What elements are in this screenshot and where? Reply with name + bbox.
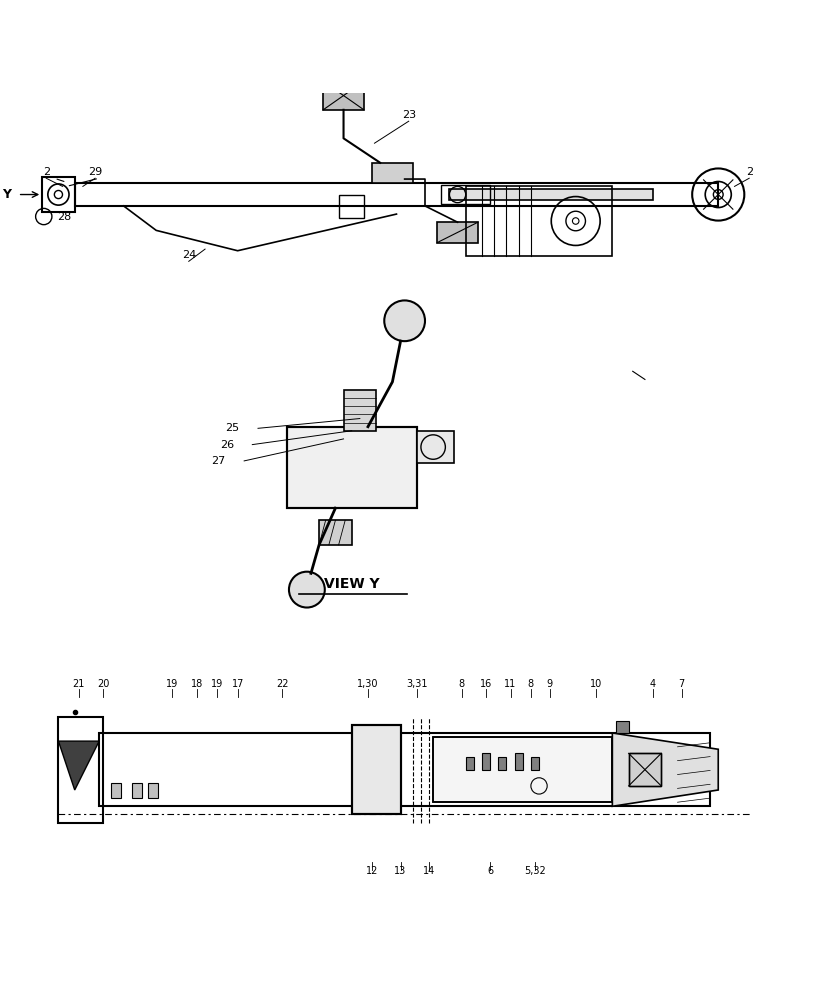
Bar (482, 753, 490, 770)
Bar (286, 427, 417, 508)
Bar (417, 431, 454, 463)
Bar (339, 195, 364, 218)
Bar (437, 222, 478, 243)
Circle shape (384, 300, 425, 341)
Bar (352, 725, 401, 814)
Bar (628, 753, 661, 786)
Text: 29: 29 (88, 167, 102, 177)
Bar (372, 163, 413, 183)
Text: 13: 13 (394, 866, 406, 876)
Text: 7: 7 (678, 679, 685, 689)
Text: Y: Y (2, 188, 11, 201)
Text: 24: 24 (182, 250, 196, 260)
Text: 9: 9 (547, 679, 552, 689)
Bar (433, 737, 612, 802)
Bar (433, 737, 612, 802)
Text: 2: 2 (746, 167, 753, 177)
Bar (499, 757, 507, 770)
Text: 19: 19 (166, 679, 179, 689)
Text: VIEW Y: VIEW Y (324, 577, 379, 591)
Bar (352, 725, 401, 814)
Text: 14: 14 (423, 866, 435, 876)
Text: 16: 16 (480, 679, 492, 689)
Bar (466, 186, 612, 256)
Text: 26: 26 (220, 440, 234, 450)
Bar (131, 783, 141, 798)
Polygon shape (59, 741, 100, 790)
Bar (450, 189, 653, 200)
Text: 8: 8 (528, 679, 534, 689)
Text: 23: 23 (401, 110, 416, 120)
Text: 27: 27 (211, 456, 226, 466)
Bar (466, 757, 474, 770)
Text: 8: 8 (459, 679, 465, 689)
Polygon shape (612, 733, 718, 806)
Bar (515, 753, 523, 770)
Bar (111, 783, 121, 798)
Bar (100, 733, 710, 806)
Text: 22: 22 (276, 679, 289, 689)
Bar (441, 185, 490, 204)
Text: 4: 4 (650, 679, 656, 689)
Bar (42, 177, 75, 212)
Text: 18: 18 (191, 679, 203, 689)
Bar (319, 520, 352, 545)
Bar (75, 183, 718, 206)
Bar (148, 783, 157, 798)
Bar (286, 427, 417, 508)
Bar (59, 717, 104, 823)
Text: 17: 17 (232, 679, 244, 689)
Bar (531, 757, 539, 770)
Text: 1,30: 1,30 (357, 679, 379, 689)
Text: 6: 6 (487, 866, 493, 876)
Text: 2: 2 (42, 167, 50, 177)
Text: 10: 10 (590, 679, 602, 689)
Text: 28: 28 (57, 212, 71, 222)
Text: 11: 11 (504, 679, 517, 689)
Bar (344, 390, 376, 431)
Text: 20: 20 (97, 679, 109, 689)
Circle shape (289, 572, 325, 608)
Bar (616, 721, 628, 733)
Text: 25: 25 (225, 423, 240, 433)
Text: 21: 21 (73, 679, 85, 689)
Text: 12: 12 (366, 866, 379, 876)
Bar (323, 81, 364, 110)
Bar (628, 753, 661, 786)
Text: 5,32: 5,32 (524, 866, 546, 876)
Text: 3,31: 3,31 (406, 679, 428, 689)
Text: 19: 19 (211, 679, 224, 689)
